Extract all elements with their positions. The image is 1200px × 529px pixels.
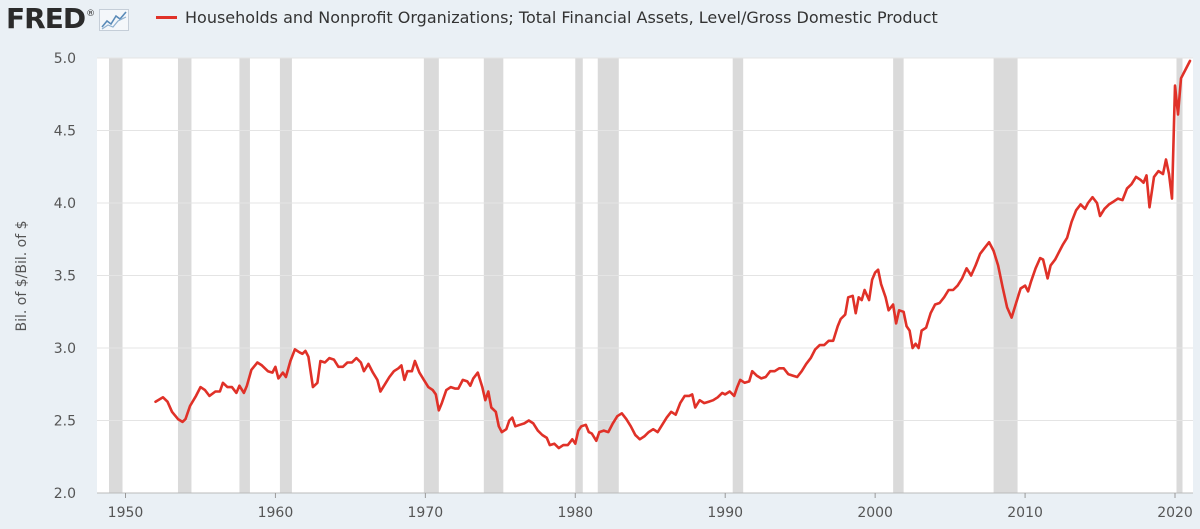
y-tick-label: 3.0 <box>54 341 76 357</box>
legend-swatch <box>156 16 177 19</box>
fred-logo-text: FRED <box>6 2 86 35</box>
line-chart-icon <box>99 8 130 31</box>
y-tick-label: 4.0 <box>54 196 76 212</box>
x-tick-label: 1950 <box>108 505 144 521</box>
series-layer <box>154 59 1192 450</box>
y-tick-label: 3.5 <box>54 269 76 285</box>
series-line <box>154 59 1192 450</box>
registered-mark: ® <box>86 8 96 19</box>
y-tick-label: 2.0 <box>54 486 76 502</box>
chart-header: FRED ® Households and Nonprofit Organiza… <box>0 0 1200 40</box>
legend-label: Households and Nonprofit Organizations; … <box>185 8 938 27</box>
y-axis-label: Bil. of $/Bil. of $ <box>14 221 30 332</box>
legend: Households and Nonprofit Organizations; … <box>156 8 938 27</box>
x-tick-label: 1980 <box>557 505 593 521</box>
y-tick-label: 5.0 <box>54 51 76 67</box>
x-tick-label: 1990 <box>707 505 743 521</box>
x-tick-labels: 1950 1960 1970 1980 1990 2000 2010 2020 <box>97 492 1193 521</box>
y-tick-label: 2.5 <box>54 414 76 430</box>
y-tick-label: 4.5 <box>54 124 76 140</box>
x-tick-label: 2000 <box>857 505 893 521</box>
x-tick-label: 1970 <box>408 505 444 521</box>
x-tick-label: 2020 <box>1157 505 1193 521</box>
x-tick-label: 2010 <box>1007 505 1043 521</box>
y-tick-labels: 2.0 2.5 3.0 3.5 4.0 4.5 5.0 <box>54 51 76 502</box>
x-tick-label: 1960 <box>258 505 294 521</box>
fred-logo[interactable]: FRED ® <box>6 2 130 35</box>
